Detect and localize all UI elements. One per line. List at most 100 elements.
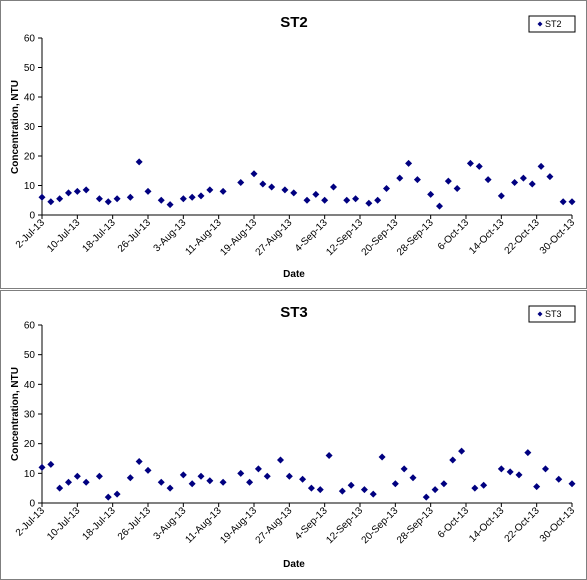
data-point: [197, 472, 205, 480]
x-tick-label: 28-Sep-13: [395, 505, 436, 546]
data-point: [135, 158, 143, 166]
data-point: [325, 452, 333, 460]
x-tick-label: 30-Oct-13: [538, 505, 578, 545]
x-axis-label: Date: [283, 559, 305, 570]
data-point: [113, 490, 121, 498]
x-tick-label: 12-Sep-13: [324, 505, 365, 546]
x-tick-label: 22-Oct-13: [503, 217, 543, 257]
data-point: [95, 472, 103, 480]
data-point: [38, 193, 46, 201]
x-tick-label: 18-Jul-13: [81, 505, 119, 543]
data-point: [312, 190, 320, 198]
data-point: [360, 486, 368, 494]
data-point: [65, 189, 72, 197]
x-tick-label: 20-Sep-13: [360, 217, 401, 258]
data-point: [436, 202, 443, 210]
x-tick-label: 3-Aug-13: [152, 505, 189, 542]
x-tick-label: 11-Aug-13: [184, 505, 225, 546]
data-point: [400, 465, 408, 473]
x-tick-label: 14-Oct-13: [467, 505, 507, 545]
chart-svg-st3: ST3 ST3 Concentration, NTU Date 0 10 20 30 4…: [10, 304, 578, 570]
data-point: [316, 486, 324, 494]
x-tick-label: 27-Aug-13: [254, 505, 295, 546]
data-point: [259, 180, 267, 188]
data-point: [303, 196, 311, 204]
data-point: [338, 487, 346, 495]
x-axis-label: Date: [283, 269, 305, 280]
x-tick-label: 6-Oct-13: [436, 505, 472, 541]
data-point: [188, 480, 196, 488]
data-point: [352, 195, 360, 203]
data-point: [73, 187, 81, 195]
data-point: [56, 484, 64, 492]
data-point: [104, 198, 112, 206]
x-tick-label: 2-Jul-13: [14, 217, 48, 251]
data-point: [268, 183, 276, 191]
y-tick-label: 0: [29, 211, 35, 222]
data-point: [537, 162, 545, 170]
data-point: [206, 477, 214, 485]
data-point: [113, 195, 121, 203]
data-point: [307, 484, 315, 492]
data-point: [246, 478, 254, 486]
data-point: [475, 162, 483, 170]
x-tick-label: 12-Sep-13: [324, 217, 365, 258]
y-tick-label: 30: [24, 122, 36, 133]
y-tick-label: 10: [24, 469, 36, 480]
y-tick-label: 50: [24, 63, 36, 74]
y-ticks: 0 10 20 30 40 50 60: [24, 34, 42, 222]
data-point: [471, 484, 479, 492]
data-point: [263, 472, 271, 480]
data-point: [409, 474, 417, 482]
data-point: [546, 173, 554, 181]
data-points: [38, 158, 576, 210]
x-tick-label: 19-Aug-13: [218, 505, 259, 546]
data-point: [519, 174, 527, 182]
data-point: [365, 199, 373, 207]
data-point: [250, 170, 258, 178]
data-point: [188, 193, 196, 201]
data-point: [528, 180, 536, 188]
chart-panel-st2: ST2 ST2 Concentration, NTU Date 0 10 20 30 4…: [0, 0, 587, 289]
x-tick-label: 28-Sep-13: [395, 217, 436, 258]
y-tick-label: 30: [24, 410, 36, 421]
data-point: [515, 471, 523, 479]
data-point: [524, 449, 532, 457]
y-axis-label: Concentration, NTU: [10, 80, 21, 174]
data-point: [65, 478, 72, 486]
data-point: [321, 196, 329, 204]
legend-label: ST3: [545, 309, 562, 319]
chart-svg-st2: ST2 ST2 Concentration, NTU Date 0 10 20 30 4…: [10, 14, 578, 280]
x-tick-label: 30-Oct-13: [538, 217, 578, 257]
data-point: [126, 474, 134, 482]
data-point: [343, 196, 351, 204]
x-tick-label: 6-Oct-13: [436, 217, 472, 253]
data-point: [277, 456, 284, 464]
data-point: [206, 186, 214, 194]
data-point: [95, 195, 103, 203]
data-point: [82, 186, 90, 194]
data-point: [166, 201, 174, 209]
data-point: [449, 456, 457, 464]
data-point: [157, 478, 165, 486]
x-tick-label: 26-Jul-13: [116, 217, 154, 255]
data-point: [440, 480, 448, 488]
data-point: [555, 475, 563, 483]
chart-title: ST3: [280, 304, 308, 321]
x-tick-label: 10-Jul-13: [45, 505, 83, 543]
x-tick-label: 20-Sep-13: [360, 505, 401, 546]
data-point: [197, 192, 205, 200]
x-tick-label: 10-Jul-13: [45, 217, 83, 255]
x-tick-label: 22-Oct-13: [503, 505, 543, 545]
legend-marker: [537, 311, 543, 317]
data-point: [431, 486, 439, 494]
y-tick-label: 0: [29, 499, 35, 510]
legend-box: [528, 305, 576, 323]
data-point: [497, 192, 505, 200]
data-point: [559, 198, 567, 206]
x-tick-label: 3-Aug-13: [152, 217, 189, 254]
data-point: [369, 490, 377, 498]
x-ticks: 2-Jul-1310-Jul-1318-Jul-1326-Jul-133-Aug…: [14, 215, 578, 258]
y-tick-label: 20: [24, 439, 36, 450]
x-tick-label: 14-Oct-13: [467, 217, 507, 257]
